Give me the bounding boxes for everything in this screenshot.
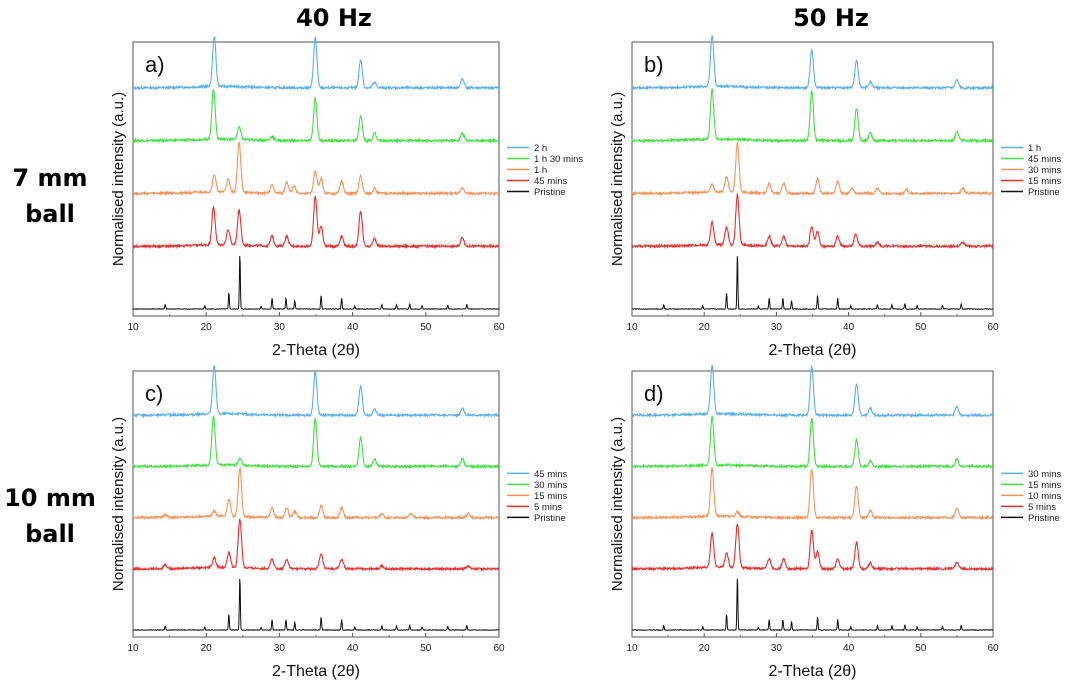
panel-d: 10 20 30 40 50 60 2-Theta (2θ) Normalised inten… [609, 364, 1062, 680]
series-1-h-line [132, 141, 500, 197]
row-header-7mm-line1: 7 mm [12, 164, 88, 192]
x-tick-label: 20 [699, 643, 711, 654]
series-Pristine-line [631, 256, 993, 311]
x-tick-label: 40 [843, 643, 855, 654]
series-1-h-30-mins-line [132, 89, 500, 144]
series-45-mins-line [132, 194, 500, 250]
panel-a: 10 20 30 40 50 60 2-Theta (2θ) Normalised inten… [110, 35, 583, 359]
plot-frame [631, 41, 994, 317]
x-tick-label: 30 [771, 322, 783, 333]
x-tick-label: 60 [493, 643, 505, 654]
series-5-mins-line [132, 518, 499, 572]
x-tick-label: 10 [626, 643, 638, 654]
y-axis-label: Normalised intensity (a.u.) [110, 417, 127, 591]
legend-label: 30 mins [1028, 469, 1062, 480]
x-tick-label: 50 [915, 322, 927, 333]
x-tick-label: 20 [699, 322, 711, 333]
legend-label: 5 mins [534, 502, 562, 513]
x-axis-label: 2-Theta (2θ) [768, 342, 856, 359]
legend-label: 1 h 30 mins [534, 154, 583, 165]
x-tick-label: 60 [493, 322, 505, 333]
x-axis-label: 2-Theta (2θ) [272, 342, 360, 359]
series-Pristine-line [132, 256, 500, 311]
legend-label: 30 mins [534, 480, 568, 491]
series-15-mins-line [132, 466, 500, 521]
x-tick-label: 10 [127, 322, 139, 333]
series-30-mins-line [132, 414, 500, 470]
panel-b: 10 20 30 40 50 60 2-Theta (2θ) Normalised inten… [609, 33, 1062, 359]
y-axis-label: Normalised intensity (a.u.) [110, 92, 127, 266]
series-5-mins-line [631, 523, 994, 572]
series-15-mins-line [631, 415, 994, 470]
series-1-h-line [631, 33, 994, 91]
series-10-mins-line [631, 467, 994, 521]
legend-label: 15 mins [534, 491, 568, 502]
legend-label: 45 mins [534, 176, 568, 187]
x-tick-label: 30 [274, 643, 286, 654]
legend-label: Pristine [1028, 187, 1060, 198]
series-30-mins-line [631, 364, 994, 419]
column-header-40hz: 40 Hz [296, 4, 372, 32]
series-45-mins-line [631, 88, 994, 144]
legend-label: 45 mins [534, 469, 568, 480]
x-tick-label: 40 [347, 322, 359, 333]
panel-label: d) [644, 381, 664, 406]
legend-label: 2 h [534, 143, 547, 154]
x-tick-label: 30 [274, 322, 286, 333]
plot-frame [132, 41, 500, 317]
legend-label: 10 mins [1028, 491, 1062, 502]
series-2-h-line [132, 35, 500, 91]
legend-label: 15 mins [1028, 176, 1062, 187]
legend-label: 15 mins [1028, 480, 1062, 491]
x-axis-label: 2-Theta (2θ) [768, 663, 856, 680]
y-axis-label: Normalised intensity (a.u.) [609, 92, 626, 266]
x-tick-label: 50 [915, 643, 927, 654]
row-header-7mm: 7 mm ball [0, 160, 100, 232]
x-tick-label: 30 [771, 643, 783, 654]
x-tick-label: 10 [127, 643, 139, 654]
series-45-mins-line [132, 365, 500, 419]
x-tick-label: 50 [420, 322, 432, 333]
legend-label: Pristine [534, 187, 566, 198]
row-header-10mm: 10 mm ball [0, 480, 100, 552]
x-tick-label: 40 [843, 322, 855, 333]
series-15-mins-line [631, 192, 994, 250]
panel-c: 10 20 30 40 50 60 2-Theta (2θ) Normalised inten… [110, 365, 568, 680]
row-header-10mm-line1: 10 mm [4, 484, 96, 512]
column-header-50hz: 50 Hz [793, 4, 869, 32]
x-tick-label: 60 [987, 643, 999, 654]
legend-label: 1 h [534, 165, 547, 176]
x-tick-label: 60 [987, 322, 999, 333]
row-header-10mm-line2: ball [25, 520, 75, 548]
plot-frame [631, 370, 994, 638]
panel-label: c) [145, 381, 163, 406]
x-axis-label: 2-Theta (2θ) [272, 663, 360, 680]
x-tick-label: 40 [347, 643, 359, 654]
legend-label: 30 mins [1028, 165, 1062, 176]
panel-label: a) [145, 52, 165, 77]
x-tick-label: 10 [626, 322, 638, 333]
legend-label: 5 mins [1028, 502, 1056, 513]
y-axis-label: Normalised intensity (a.u.) [609, 417, 626, 591]
panel-label: b) [644, 52, 664, 77]
x-tick-label: 50 [420, 643, 432, 654]
legend-label: Pristine [1028, 513, 1060, 524]
series-Pristine-line [631, 578, 993, 632]
legend-label: 1 h [1028, 143, 1041, 154]
series-30-mins-line [631, 141, 994, 197]
plot-frame [132, 370, 500, 638]
x-tick-label: 20 [201, 322, 213, 333]
x-tick-label: 20 [201, 643, 213, 654]
row-header-7mm-line2: ball [25, 200, 75, 228]
legend-label: Pristine [534, 513, 566, 524]
series-Pristine-line [132, 578, 499, 632]
legend-label: 45 mins [1028, 154, 1062, 165]
